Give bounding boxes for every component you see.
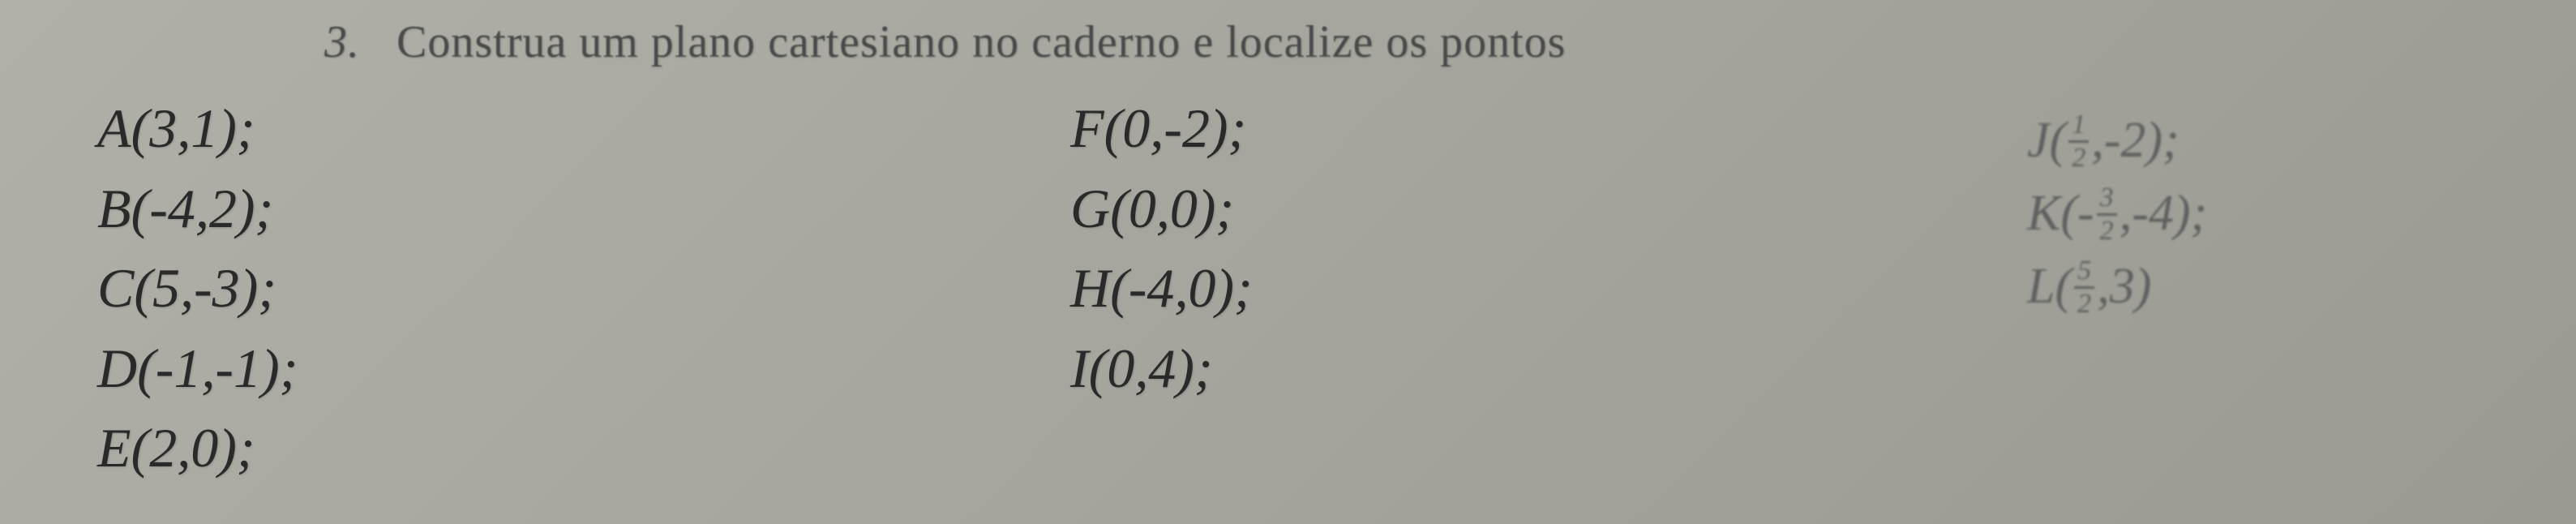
- points-columns: A(3,1); B(-4,2); C(5,-3); D(-1,-1); E(2,…: [97, 88, 2479, 488]
- point-coords: (3,1);: [131, 97, 255, 159]
- point-coords: (-1,-1);: [137, 337, 298, 399]
- point-c: C(5,-3);: [97, 248, 1070, 329]
- point-i: I(0,4);: [1070, 329, 1881, 409]
- point-d: D(-1,-1);: [97, 329, 1070, 409]
- point-coords: (5,-3);: [134, 257, 276, 319]
- point-coords: (0,-2);: [1104, 97, 1247, 159]
- point-tail: ,3): [2097, 259, 2151, 314]
- point-label: A: [97, 97, 131, 159]
- point-k: K(-32,-4);: [2027, 178, 2479, 251]
- fraction-numerator: 3: [2097, 184, 2117, 216]
- point-label: E: [97, 417, 131, 479]
- point-label: F: [1070, 97, 1104, 159]
- point-coords: (-4,0);: [1110, 257, 1253, 319]
- paren-open: (: [2050, 113, 2067, 168]
- fraction-numerator: 5: [2074, 257, 2094, 289]
- point-e: E(2,0);: [97, 408, 1070, 488]
- point-coords: (2,0);: [131, 417, 255, 479]
- point-l: L(52,3): [2027, 251, 2479, 324]
- point-h: H(-4,0);: [1070, 248, 1881, 329]
- question-prompt: 3. Construa um plano cartesiano no cader…: [324, 16, 2479, 68]
- point-label: I: [1070, 337, 1089, 399]
- point-coords: (0,4);: [1089, 337, 1213, 399]
- point-coords: (0,0);: [1110, 178, 1234, 239]
- point-label: B: [97, 178, 131, 239]
- column-left: A(3,1); B(-4,2); C(5,-3); D(-1,-1); E(2,…: [97, 88, 1070, 488]
- point-g: G(0,0);: [1070, 169, 1881, 249]
- fraction: 12: [2068, 111, 2089, 172]
- point-tail: ,-4);: [2120, 186, 2207, 241]
- fraction-denominator: 2: [2100, 216, 2114, 245]
- paren-open: (: [2055, 259, 2072, 314]
- point-tail: ,-2);: [2091, 113, 2179, 168]
- fraction-denominator: 2: [2072, 143, 2085, 172]
- point-j: J(12,-2);: [2027, 105, 2479, 178]
- question-text: Construa um plano cartesiano no caderno …: [396, 17, 1566, 67]
- point-b: B(-4,2);: [97, 169, 1070, 249]
- column-middle: F(0,-2); G(0,0); H(-4,0); I(0,4);: [1070, 88, 1881, 488]
- point-label: H: [1070, 257, 1110, 319]
- fraction: 32: [2097, 184, 2117, 245]
- point-label: K: [2027, 186, 2060, 241]
- point-coords: (-4,2);: [131, 178, 274, 239]
- paren-open: (-: [2060, 186, 2094, 241]
- point-label: D: [97, 337, 137, 399]
- fraction: 52: [2074, 257, 2094, 318]
- point-label: L: [2027, 259, 2055, 314]
- column-right: J(12,-2); K(-32,-4); L(52,3): [1881, 88, 2479, 488]
- point-label: C: [97, 257, 134, 319]
- fraction-denominator: 2: [2077, 289, 2091, 318]
- question-number: 3.: [324, 17, 360, 67]
- fraction-numerator: 1: [2068, 111, 2089, 143]
- point-f: F(0,-2);: [1070, 88, 1881, 169]
- point-label: J: [2027, 113, 2050, 168]
- point-label: G: [1070, 178, 1110, 239]
- point-a: A(3,1);: [97, 88, 1070, 169]
